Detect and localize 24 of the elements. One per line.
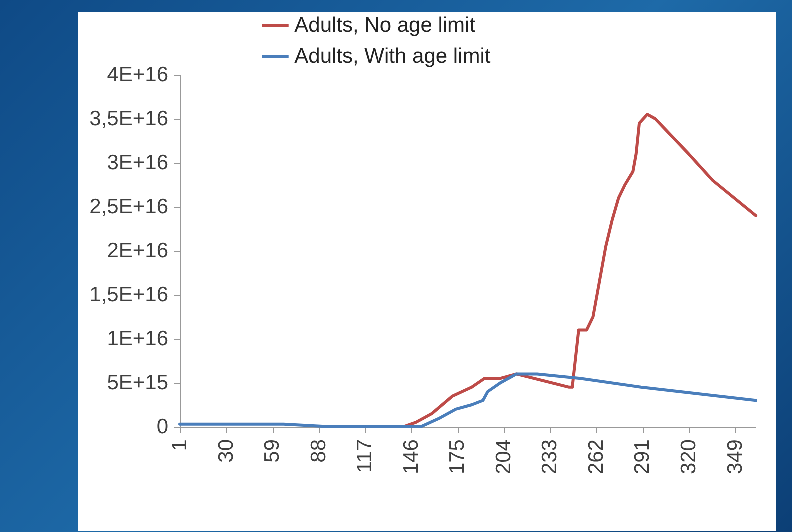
y-tick-label: 1,5E+16	[90, 284, 168, 306]
y-tick-label: 2E+16	[107, 240, 168, 262]
x-tick-label: 349	[724, 440, 747, 475]
y-tick-label: 5E+15	[107, 372, 168, 394]
legend-label: Adults, With age limit	[294, 45, 491, 68]
y-tick-label: 1E+16	[107, 328, 168, 350]
x-tick-label: 146	[400, 440, 423, 475]
x-tick-label: 204	[492, 439, 516, 475]
y-tick-label: 0	[156, 416, 168, 438]
y-tick-label: 4E+16	[107, 64, 168, 86]
legend-label: Adults, No age limit	[294, 14, 476, 37]
y-tick-label: 3,5E+16	[90, 108, 168, 130]
x-tick-label: 320	[677, 440, 700, 475]
x-tick-label: 262	[584, 440, 608, 475]
x-tick-label: 291	[631, 440, 654, 475]
x-tick-label: 175	[446, 440, 470, 475]
x-tick-label: 233	[538, 440, 562, 475]
x-tick-label: 59	[261, 440, 284, 463]
x-tick-label: 88	[307, 440, 330, 463]
x-tick-label: 1	[168, 440, 192, 452]
x-tick-label: 117	[354, 440, 377, 473]
y-tick-label: 2,5E+16	[90, 196, 168, 218]
x-tick-label: 30	[214, 440, 238, 463]
y-tick-label: 3E+16	[107, 152, 168, 174]
